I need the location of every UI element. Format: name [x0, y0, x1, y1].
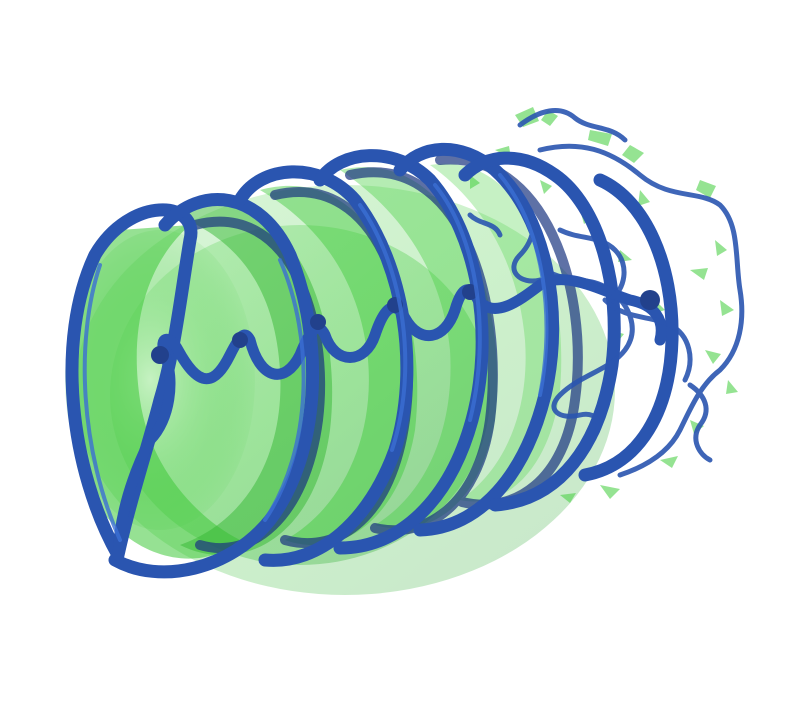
- vortex-coil-5: [393, 142, 560, 537]
- vortex-tube-layer: [65, 108, 745, 579]
- vortex-sheet-ring-3: [340, 167, 498, 529]
- vortex-core-nodes: [151, 284, 660, 364]
- vortex-sheet-left-lobe: [67, 225, 241, 559]
- vortex-sheet-ring-2: [260, 185, 418, 546]
- vortex-tube-highlights: [82, 173, 549, 542]
- vortex-coil-6: [458, 151, 621, 512]
- vortex-breakdown-filaments: [467, 108, 745, 478]
- vortex-coil-7: [578, 173, 679, 482]
